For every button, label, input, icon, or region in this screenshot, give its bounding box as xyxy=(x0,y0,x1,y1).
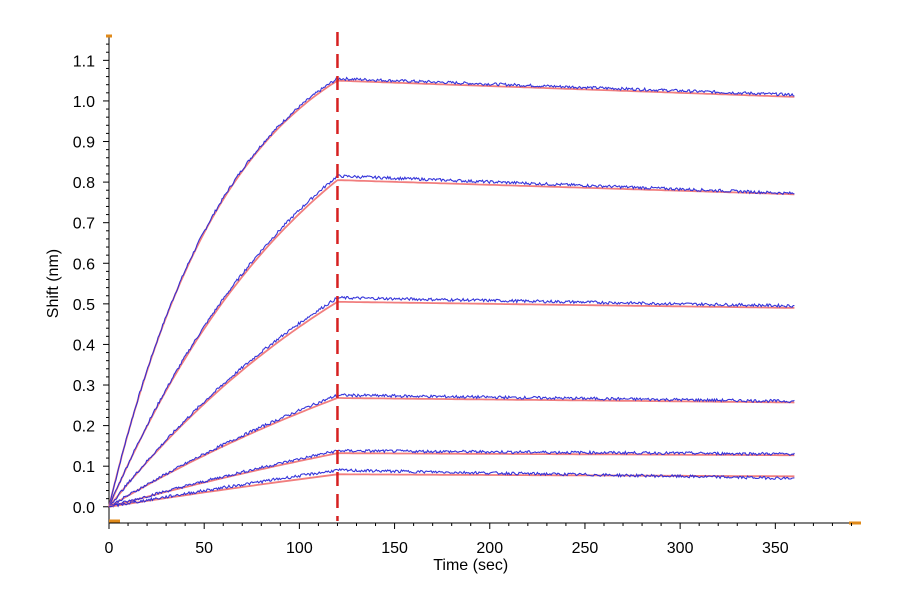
y-tick-label: 0.1 xyxy=(73,459,95,476)
measured-curve-1 xyxy=(108,76,795,507)
fit-curve-2 xyxy=(108,179,795,508)
y-axis-title: Shift (nm) xyxy=(45,249,62,318)
y-tick-label: 0.8 xyxy=(73,175,95,192)
x-axis-title: Time (sec) xyxy=(433,557,508,574)
y-axis-ticks: 0.0 0.1 0.2 0.3 0.4 0.5 0.6 0.7 0.8 0.9 1.0 1.1 xyxy=(73,43,109,517)
x-tick-label: 350 xyxy=(762,540,789,557)
y-tick-label: 0.4 xyxy=(73,337,95,354)
measured-curve-3 xyxy=(108,295,795,508)
x-tick-label: 300 xyxy=(667,540,694,557)
measured-curve-6 xyxy=(108,467,795,508)
x-tick-label: 50 xyxy=(195,540,213,557)
x-tick-label: 150 xyxy=(381,540,408,557)
y-tick-label: 0.0 xyxy=(73,500,95,517)
axes xyxy=(106,34,861,525)
y-tick-label: 0.2 xyxy=(73,419,95,436)
fit-curve-3 xyxy=(108,300,795,508)
measured-curve-5 xyxy=(108,448,795,508)
y-tick-label: 0.7 xyxy=(73,216,95,233)
fit-curve-4 xyxy=(108,397,795,508)
x-tick-label: 0 xyxy=(105,540,114,557)
curves xyxy=(108,76,795,508)
fit-curve-1 xyxy=(108,79,795,508)
x-tick-label: 250 xyxy=(572,540,599,557)
y-tick-label: 0.5 xyxy=(73,297,95,314)
y-tick-label: 0.3 xyxy=(73,378,95,395)
measured-curve-2 xyxy=(108,174,795,508)
y-tick-label: 0.9 xyxy=(73,135,95,152)
x-tick-label: 200 xyxy=(476,540,503,557)
x-axis-ticks: 0 50 100 150 200 250 300 350 xyxy=(105,523,852,557)
y-tick-label: 1.1 xyxy=(73,53,95,70)
measured-curve-4 xyxy=(108,393,795,508)
fit-curve-5 xyxy=(108,452,795,508)
x-tick-label: 100 xyxy=(286,540,313,557)
y-tick-label: 0.6 xyxy=(73,256,95,273)
y-tick-label: 1.0 xyxy=(73,94,95,111)
